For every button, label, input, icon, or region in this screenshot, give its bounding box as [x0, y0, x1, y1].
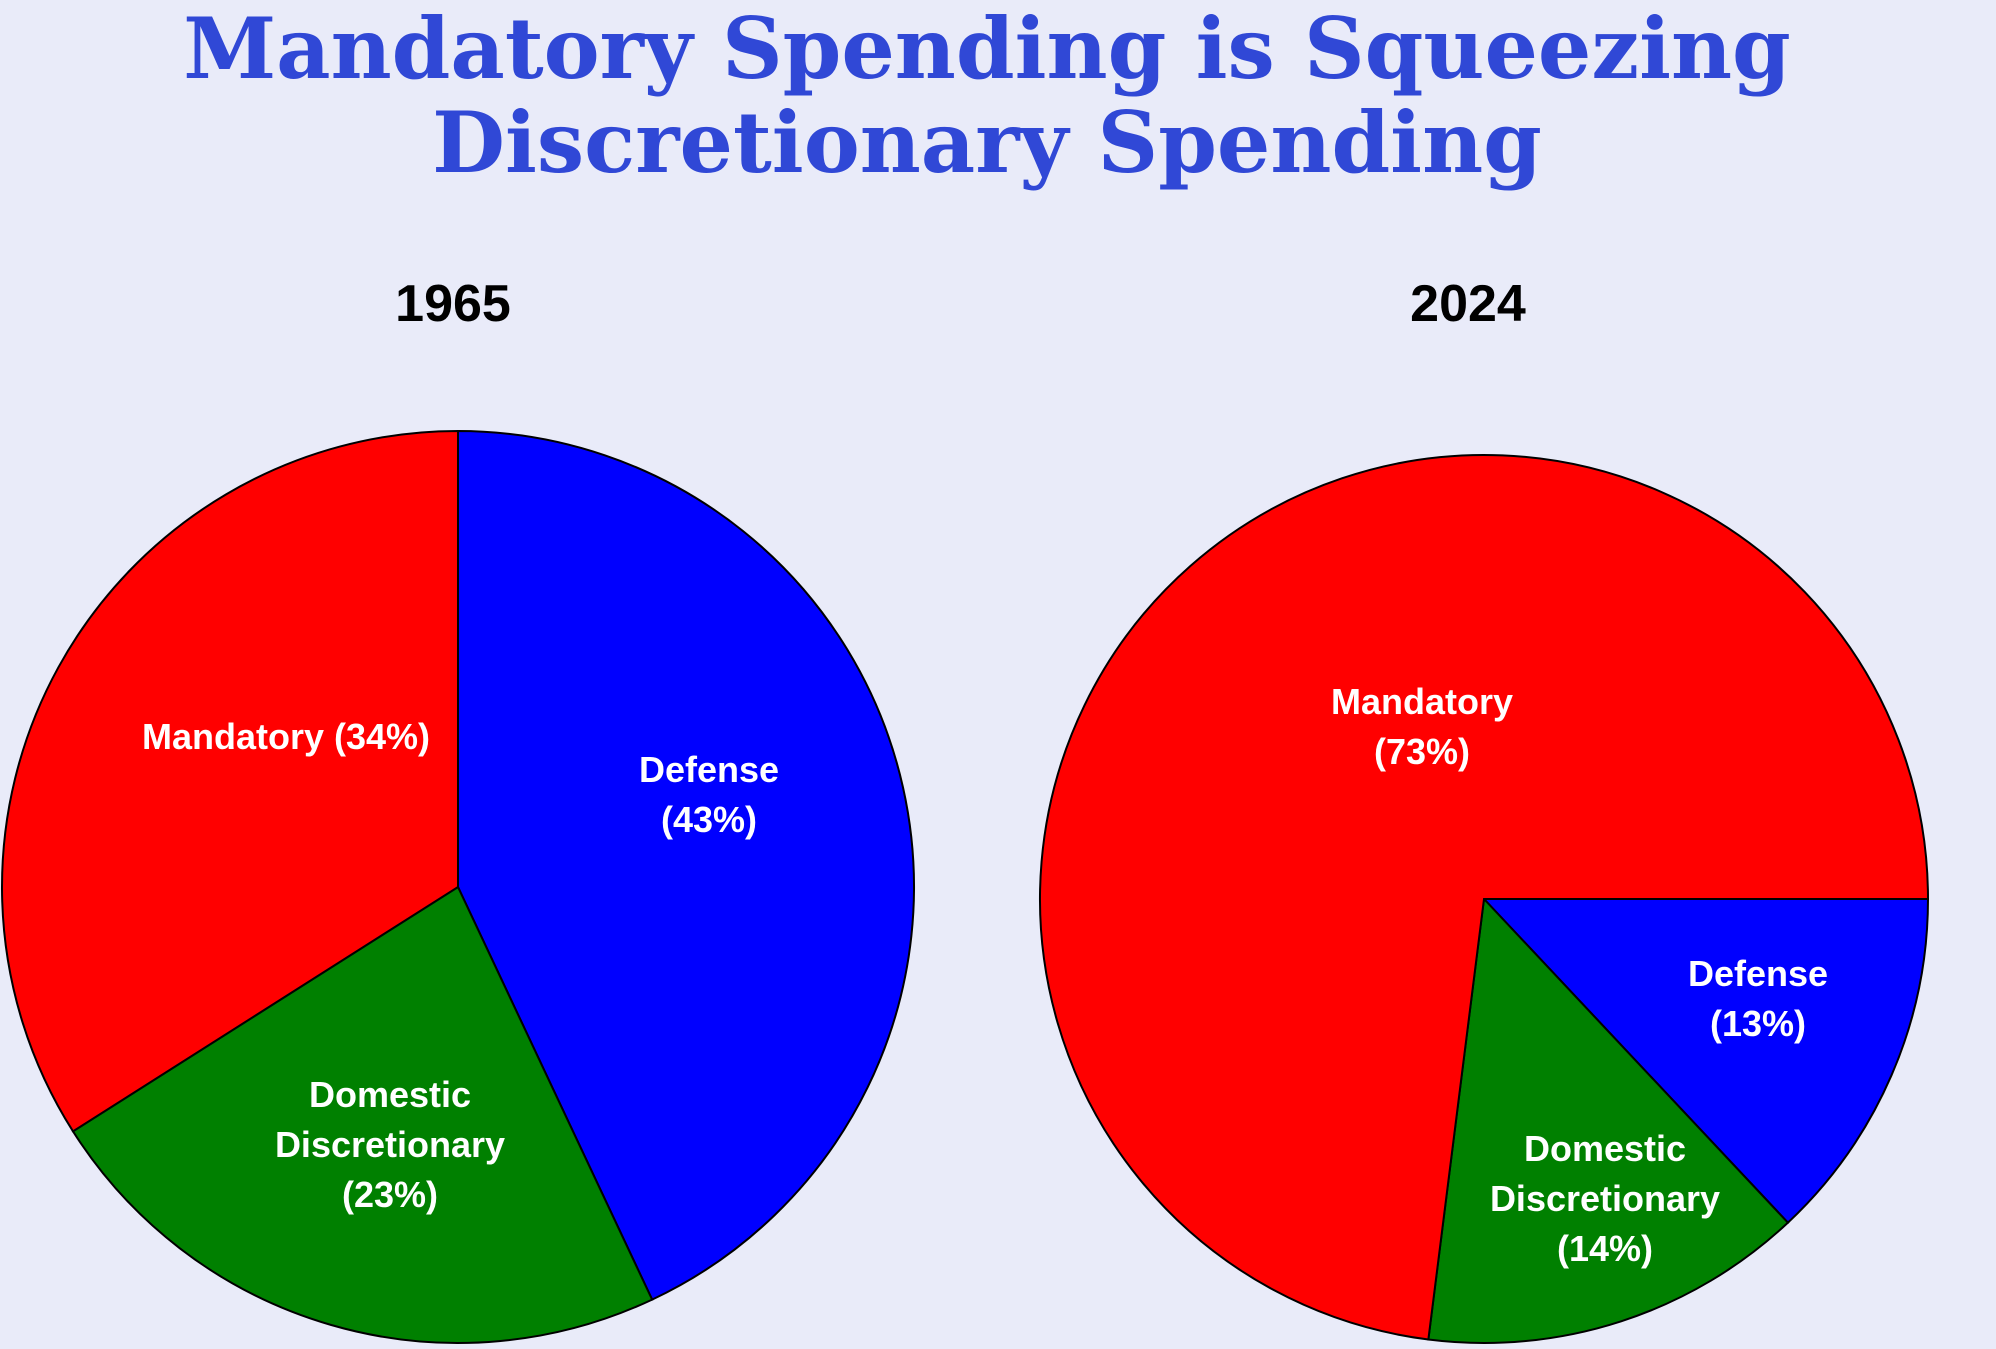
- pie-slice-1965-defense: [457, 429, 915, 1301]
- data-label-1965-domestic-discretionary: (23%): [342, 1174, 438, 1215]
- data-label-2024-defense: (13%): [1710, 1003, 1806, 1044]
- pie-title-2024: 2024: [1410, 275, 1526, 333]
- chart-title-line-2: Discretionary Spending: [432, 93, 1542, 192]
- data-label-2024-mandatory: (73%): [1374, 731, 1470, 772]
- pie-title-1965: 1965: [395, 275, 511, 333]
- pie-slice-2024-domestic-discretionary: [1427, 896, 1790, 1344]
- data-label-2024-domestic-discretionary: Discretionary: [1490, 1178, 1720, 1219]
- data-label-2024-defense: Defense: [1688, 953, 1828, 994]
- pie-slice-2024-mandatory: [1039, 454, 1930, 1341]
- data-label-1965-defense: (43%): [661, 799, 757, 840]
- data-label-1965-domestic-discretionary: Domestic: [309, 1074, 471, 1115]
- data-label-1965-defense: Defense: [639, 749, 779, 790]
- chart-title-line-1: Mandatory Spending is Squeezing: [183, 0, 1791, 98]
- data-label-1965-mandatory: Mandatory (34%): [142, 716, 430, 757]
- data-label-1965-domestic-discretionary: Discretionary: [275, 1124, 505, 1165]
- pie-slice-1965-mandatory: [1, 429, 459, 1133]
- data-label-2024-domestic-discretionary: (14%): [1557, 1228, 1653, 1269]
- pie-slice-1965-domestic-discretionary: [71, 885, 654, 1344]
- data-label-2024-mandatory: Mandatory: [1331, 681, 1513, 722]
- data-label-2024-domestic-discretionary: Domestic: [1524, 1128, 1686, 1169]
- pie-slice-2024-defense: [1481, 898, 1930, 1225]
